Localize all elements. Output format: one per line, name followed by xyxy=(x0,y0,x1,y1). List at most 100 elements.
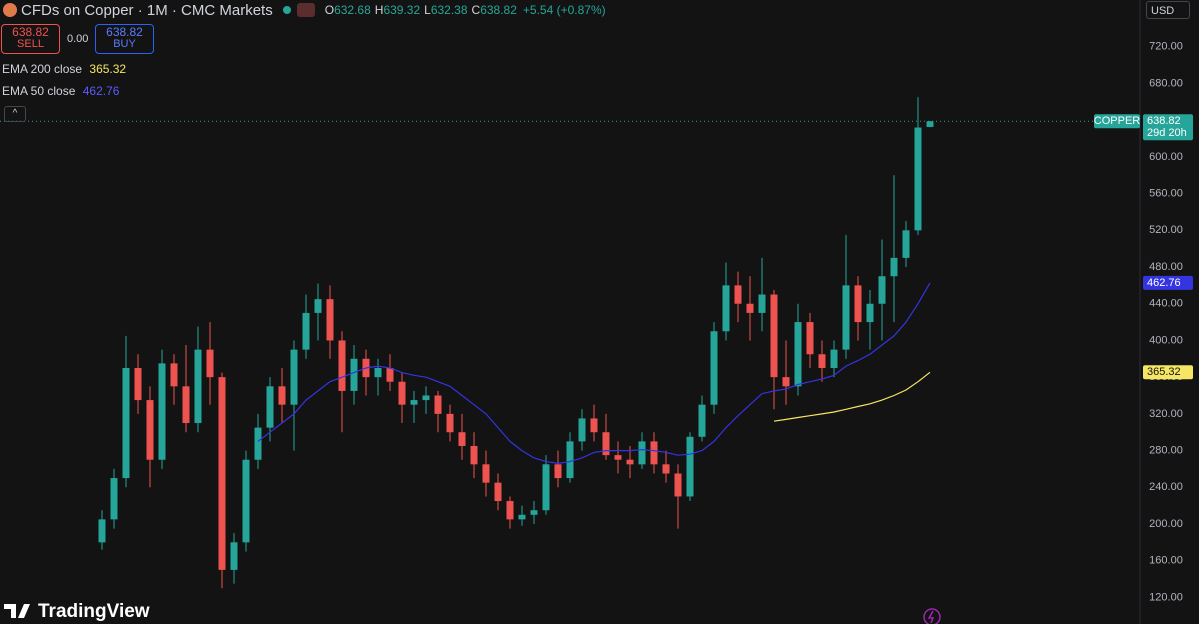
candle-body xyxy=(770,294,778,378)
ema-price-label: 462.76 xyxy=(1147,277,1181,289)
candle-body xyxy=(122,367,130,479)
candle-body xyxy=(386,367,394,382)
ema-price-label: 365.32 xyxy=(1147,366,1181,378)
spread: 0.00 xyxy=(67,33,89,45)
y-tick-label: 680.00 xyxy=(1149,77,1183,89)
symbol-tag-label: COPPER xyxy=(1094,115,1141,127)
indicator-name: EMA 200 close xyxy=(2,62,83,76)
candle-body xyxy=(530,510,538,515)
candle-body xyxy=(842,285,850,350)
indicator-value: 365.32 xyxy=(89,62,127,76)
candle-body xyxy=(470,445,478,465)
indicator[interactable]: EMA 200 close 365.32 xyxy=(2,62,126,76)
candle-body xyxy=(338,340,346,391)
candle-body xyxy=(722,285,730,332)
candle-body xyxy=(578,418,586,442)
candle-body xyxy=(662,464,670,474)
candle-body xyxy=(254,427,262,460)
candle-body xyxy=(422,395,430,401)
ohlc-key: H xyxy=(374,3,384,17)
y-tick-label: 520.00 xyxy=(1149,224,1183,236)
candle-body xyxy=(830,349,838,368)
candle-body xyxy=(614,455,622,460)
ohlc-key: C xyxy=(471,3,481,17)
candle-body xyxy=(110,478,118,520)
candle-body xyxy=(434,395,442,414)
candle-body xyxy=(542,464,550,511)
candle-body xyxy=(638,441,646,465)
y-tick-label: 160.00 xyxy=(1149,555,1183,567)
ema-line xyxy=(257,282,931,465)
sell-price: 638.82 xyxy=(12,25,49,39)
candle-body xyxy=(914,127,922,231)
candle-body xyxy=(506,501,514,520)
candle-body xyxy=(230,542,238,570)
delay-badge xyxy=(296,3,315,17)
candle-body xyxy=(878,276,886,304)
currency-button[interactable]: USD xyxy=(1146,1,1190,19)
candle-body xyxy=(194,349,202,424)
candle-body xyxy=(350,358,358,391)
y-tick-label: 560.00 xyxy=(1149,188,1183,200)
candle-body xyxy=(158,363,166,460)
y-tick-label: 440.00 xyxy=(1149,298,1183,310)
candle-body xyxy=(566,441,574,479)
candle-body xyxy=(626,459,634,465)
candle-body xyxy=(314,299,322,313)
candle-body xyxy=(326,299,334,341)
y-tick-label: 480.00 xyxy=(1149,261,1183,273)
y-tick-label: 600.00 xyxy=(1149,151,1183,163)
candle-body xyxy=(134,367,142,401)
y-tick-label: 200.00 xyxy=(1149,518,1183,530)
candle-body xyxy=(218,377,226,570)
candle-body xyxy=(458,432,466,446)
candle-body xyxy=(698,404,706,437)
symbol-icon xyxy=(3,3,17,17)
y-tick-label: 280.00 xyxy=(1149,444,1183,456)
candle-body xyxy=(854,285,862,323)
ohlc-value: 632.38 xyxy=(430,3,468,17)
buy-button[interactable]: 638.82 BUY xyxy=(95,24,154,54)
brand-logo xyxy=(4,604,30,618)
header: CFDs on Copper · 1M · CMC Markets O 632.6… xyxy=(0,0,606,20)
candle-body xyxy=(710,331,718,405)
candle-body xyxy=(866,303,874,323)
ema-price-tag xyxy=(1143,365,1193,380)
candle-body xyxy=(410,400,418,405)
y-tick-label: 120.00 xyxy=(1149,591,1183,603)
y-tick-label: 400.00 xyxy=(1149,334,1183,346)
candle-body xyxy=(290,349,298,405)
candle-body xyxy=(494,482,502,502)
last-price-tag xyxy=(1143,114,1193,141)
change: +5.54 (+0.87%) xyxy=(522,3,606,17)
candle-body xyxy=(278,386,286,405)
buy-label: BUY xyxy=(113,38,136,50)
ohlc-value: 638.82 xyxy=(480,3,517,17)
brand: TradingView xyxy=(38,601,150,622)
y-tick-label: 320.00 xyxy=(1149,408,1183,420)
y-tick-label: 240.00 xyxy=(1149,481,1183,493)
candle-body xyxy=(398,381,406,405)
market-status xyxy=(282,6,291,14)
candle-body xyxy=(590,418,598,433)
candle-body xyxy=(446,413,454,433)
indicator[interactable]: EMA 50 close 462.76 xyxy=(2,84,119,98)
sell-button[interactable]: 638.82 SELL xyxy=(1,24,60,54)
candle-body xyxy=(734,285,742,304)
candle-body xyxy=(206,349,214,378)
candle-body xyxy=(746,303,754,313)
event-icon[interactable] xyxy=(923,608,941,624)
countdown-label: 29d 20h xyxy=(1147,127,1187,139)
candle-body xyxy=(554,464,562,479)
ohlc-key: O xyxy=(324,3,335,17)
candle-body xyxy=(482,464,490,483)
ohlc-value: 632.68 xyxy=(334,3,371,17)
candle-body xyxy=(818,354,826,368)
candle-body xyxy=(170,363,178,387)
candle-body xyxy=(146,400,154,460)
indicator-name: EMA 50 close xyxy=(2,84,76,98)
collapse-button[interactable]: ^ xyxy=(4,106,26,122)
candle-body xyxy=(98,519,106,543)
